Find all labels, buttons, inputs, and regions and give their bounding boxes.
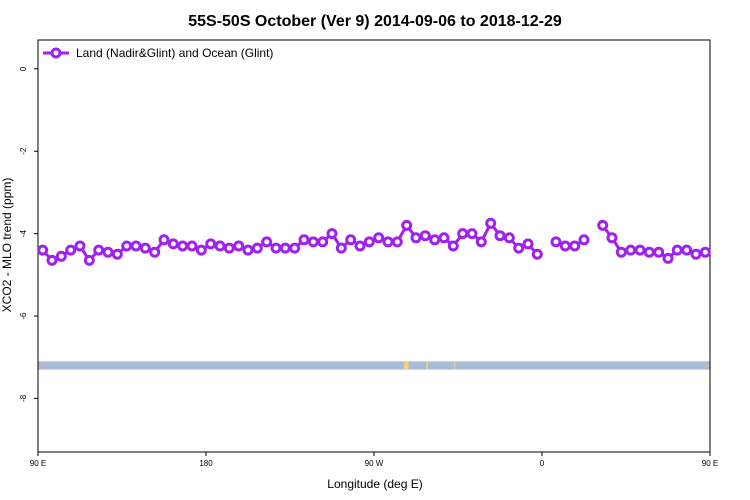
data-point bbox=[531, 248, 543, 260]
data-point bbox=[223, 242, 235, 254]
data-point bbox=[699, 246, 711, 258]
map-strip bbox=[38, 361, 710, 370]
y-axis: 0 -2 -4 -6 -8 bbox=[19, 66, 38, 402]
y-tick-label: -8 bbox=[19, 394, 28, 402]
data-point bbox=[475, 236, 487, 248]
data-point bbox=[279, 242, 291, 254]
data-point bbox=[139, 242, 151, 254]
x-tick-label: 0 bbox=[540, 459, 545, 468]
data-point bbox=[335, 242, 347, 254]
x-axis-label: Longitude (deg E) bbox=[327, 477, 422, 491]
legend: Land (Nadir&Glint) and Ocean (Glint) bbox=[43, 46, 273, 60]
data-point bbox=[93, 244, 105, 256]
data-point bbox=[606, 232, 618, 244]
map-strip-land bbox=[454, 361, 456, 370]
data-point bbox=[429, 234, 441, 246]
data-point bbox=[671, 244, 683, 256]
data-point bbox=[46, 254, 58, 266]
x-tick-label: 90 E bbox=[702, 459, 718, 468]
data-point bbox=[466, 228, 478, 240]
data-point bbox=[298, 234, 310, 246]
data-point bbox=[373, 232, 385, 244]
data-point bbox=[597, 219, 609, 231]
data-point bbox=[251, 242, 263, 254]
x-axis: 90 E 180 90 W 0 90 E bbox=[30, 452, 718, 468]
data-point bbox=[307, 236, 319, 248]
y-tick-label: -2 bbox=[19, 147, 28, 155]
data-point bbox=[643, 246, 655, 258]
legend-marker-swatch bbox=[50, 47, 62, 59]
data-point bbox=[317, 236, 329, 248]
data-point bbox=[513, 242, 525, 254]
x-tick-label: 180 bbox=[199, 459, 213, 468]
data-point bbox=[438, 232, 450, 244]
y-tick-label: 0 bbox=[19, 66, 28, 71]
data-point bbox=[634, 244, 646, 256]
data-point bbox=[102, 246, 114, 258]
series-layer bbox=[37, 217, 711, 266]
data-point bbox=[503, 232, 515, 244]
data-point bbox=[83, 254, 95, 266]
data-point bbox=[121, 240, 133, 252]
data-point bbox=[401, 219, 413, 231]
data-point bbox=[653, 246, 665, 258]
data-point bbox=[326, 228, 338, 240]
data-point bbox=[522, 238, 534, 250]
data-point bbox=[233, 240, 245, 252]
data-point bbox=[270, 242, 282, 254]
data-point bbox=[55, 250, 67, 262]
legend-label: Land (Nadir&Glint) and Ocean (Glint) bbox=[76, 46, 273, 60]
data-point bbox=[65, 244, 77, 256]
data-point bbox=[457, 228, 469, 240]
data-point bbox=[494, 230, 506, 242]
data-point bbox=[578, 234, 590, 246]
data-point bbox=[289, 242, 301, 254]
data-point bbox=[410, 232, 422, 244]
data-point bbox=[681, 244, 693, 256]
data-point bbox=[569, 240, 581, 252]
data-point bbox=[130, 240, 142, 252]
data-point bbox=[485, 217, 497, 229]
map-strip-land bbox=[403, 361, 409, 370]
data-point bbox=[690, 248, 702, 260]
data-point bbox=[261, 236, 273, 248]
data-point bbox=[550, 236, 562, 248]
data-point bbox=[167, 238, 179, 250]
data-point bbox=[74, 240, 86, 252]
data-point bbox=[345, 234, 357, 246]
y-tick-label: -4 bbox=[19, 230, 28, 238]
data-point bbox=[391, 236, 403, 248]
y-axis-label: XCO2 - MLO trend (ppm) bbox=[0, 178, 14, 313]
map-strip-ocean bbox=[38, 361, 710, 370]
data-point bbox=[615, 246, 627, 258]
chart-title: 55S-50S October (Ver 9) 2014-09-06 to 20… bbox=[188, 13, 562, 30]
data-point bbox=[354, 240, 366, 252]
data-point bbox=[205, 238, 217, 250]
data-point bbox=[37, 244, 49, 256]
data-point bbox=[195, 244, 207, 256]
data-point bbox=[447, 240, 459, 252]
data-point bbox=[363, 236, 375, 248]
data-point bbox=[186, 240, 198, 252]
x-tick-label: 90 E bbox=[30, 459, 46, 468]
data-point bbox=[625, 244, 637, 256]
data-point bbox=[214, 240, 226, 252]
map-strip-land bbox=[426, 361, 429, 370]
y-tick-label: -6 bbox=[19, 312, 28, 320]
data-point bbox=[111, 248, 123, 260]
data-point bbox=[559, 240, 571, 252]
data-point bbox=[149, 246, 161, 258]
data-point bbox=[382, 236, 394, 248]
data-point bbox=[242, 244, 254, 256]
data-point bbox=[158, 234, 170, 246]
data-point bbox=[177, 240, 189, 252]
x-tick-label: 90 W bbox=[365, 459, 384, 468]
data-point bbox=[662, 252, 674, 264]
data-point bbox=[419, 230, 431, 242]
